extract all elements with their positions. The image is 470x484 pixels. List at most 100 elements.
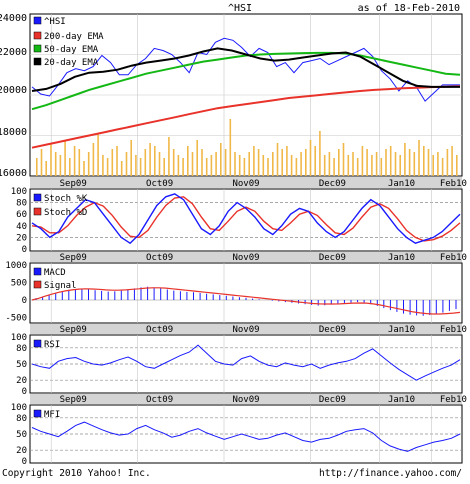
macd-signal-line	[31, 287, 461, 315]
volume-bar	[163, 158, 165, 176]
volume-bar	[238, 155, 241, 176]
legend-label: 200-day EMA	[44, 32, 104, 42]
month-strip	[30, 252, 462, 262]
volume-bar	[295, 158, 298, 176]
as-of-date: as of 18-Feb-2010	[358, 3, 460, 14]
legend-swatch-ema20	[33, 57, 42, 66]
volume-bar	[87, 152, 90, 176]
chart-symbol: ^HSI	[228, 3, 252, 14]
legend-swatch-price	[33, 16, 42, 25]
stochastic-panel-frame	[29, 188, 463, 252]
volume-bar	[149, 143, 151, 176]
legend-label: MACD	[44, 268, 66, 278]
copyright-text: Copyright 2010 Yahoo! Inc.	[2, 468, 151, 479]
month-label: Feb10	[440, 325, 467, 335]
source-url[interactable]: http://finance.yahoo.com/	[319, 468, 462, 479]
month-labels-row: Sep09 Oct09 Nov09 Dec09 Jan10 Feb10	[60, 325, 467, 335]
volume-bar	[201, 149, 203, 176]
volume-bar	[394, 152, 397, 176]
volume-bar	[342, 143, 345, 176]
volume-bar	[427, 149, 430, 176]
volume-bar	[456, 155, 458, 176]
month-labels-row: Sep09 Oct09 Nov09 Dec09 Jan10 Feb10	[60, 253, 467, 263]
volume-bar	[305, 149, 307, 176]
month-label: Jan10	[388, 179, 415, 189]
volume-bar	[229, 119, 232, 176]
volume-bar	[423, 146, 425, 176]
legend-label: 50-day EMA	[44, 45, 99, 55]
stochastic-tick-label: 100	[11, 187, 27, 197]
price-tick-label: 22000	[0, 47, 27, 58]
month-strip	[30, 177, 462, 188]
month-strip	[30, 324, 462, 334]
volume-bar	[314, 146, 316, 176]
volume-bar	[92, 143, 95, 176]
month-label: Dec09	[319, 325, 346, 335]
volume-bar	[224, 149, 227, 176]
month-labels-row: Sep09 Oct09 Nov09 Dec09 Jan10 Feb10	[60, 395, 467, 405]
volume-bar	[356, 158, 359, 176]
volume-bar	[125, 152, 128, 176]
volume-bar	[371, 155, 373, 176]
volume-bar	[276, 143, 279, 176]
month-label: Feb10	[440, 179, 467, 189]
month-label: Sep09	[60, 395, 87, 405]
volume-bar	[432, 155, 434, 176]
volume-bar	[120, 161, 123, 176]
stoch-k-line	[31, 193, 461, 245]
volume-bar	[158, 152, 161, 176]
month-strip	[30, 394, 462, 404]
month-label: Dec09	[319, 253, 346, 263]
volume-bar	[243, 158, 246, 176]
volume-bar	[286, 146, 288, 176]
volume-bar	[328, 152, 331, 176]
volume-bar	[187, 146, 189, 176]
price-lines	[31, 37, 461, 149]
legend-label: MFI	[44, 410, 60, 420]
month-label: Oct09	[146, 325, 173, 335]
osc-tick-label: 20	[16, 446, 27, 456]
stochastic-tick-label: 40	[16, 222, 27, 232]
volume-bar	[45, 161, 47, 176]
volume-bar	[267, 158, 269, 176]
volume-bar	[215, 152, 217, 176]
month-label: Nov09	[232, 395, 259, 405]
volume-bar	[234, 152, 236, 176]
volume-bar	[97, 134, 99, 176]
month-label: Jan10	[388, 325, 415, 335]
volume-bar	[154, 146, 156, 176]
volume-bar	[210, 155, 213, 176]
stochastic-tick-label: 80	[16, 199, 27, 209]
volume-bar	[413, 152, 416, 176]
volume-bar	[69, 158, 71, 176]
macd-tick-label: 1000	[5, 261, 27, 271]
volume-bar	[319, 131, 321, 176]
volume-bar	[347, 155, 350, 176]
volume-bar	[408, 149, 411, 176]
volume-bar	[446, 149, 449, 176]
osc-tick-label: 100	[11, 333, 27, 343]
stochastic-tick-label: 20	[16, 233, 27, 243]
legend-swatch-ema200	[33, 31, 42, 40]
mfi-series-line	[31, 421, 461, 452]
volume-bar	[59, 155, 62, 176]
series-line-3	[31, 47, 460, 92]
volume-bar	[290, 155, 293, 176]
volume-bar	[205, 158, 208, 176]
series-line-0	[31, 37, 460, 102]
stoch-d-line	[31, 196, 461, 242]
volume-bar	[385, 149, 387, 176]
series-line-1	[31, 85, 461, 149]
volume-bar	[399, 155, 401, 176]
macd-tick-label: 0	[22, 296, 27, 306]
signal-line	[31, 287, 461, 315]
legend-label: Stoch %D	[44, 208, 87, 218]
legend-label: RSI	[44, 340, 60, 350]
volume-bar	[300, 152, 302, 176]
rsi-line	[31, 344, 461, 381]
